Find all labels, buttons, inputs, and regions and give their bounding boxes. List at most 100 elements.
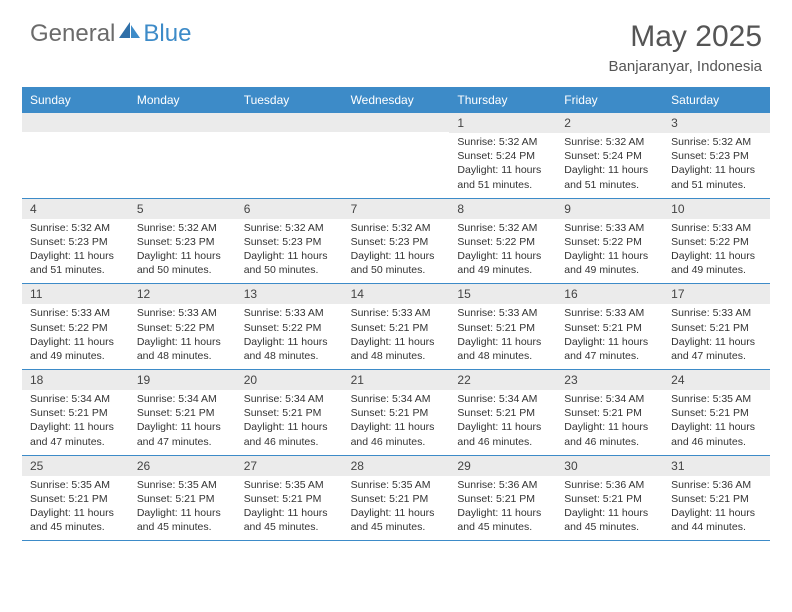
sunset-text: Sunset: 5:21 PM xyxy=(244,406,337,420)
sunset-text: Sunset: 5:21 PM xyxy=(137,492,230,506)
day-info: Sunrise: 5:33 AMSunset: 5:22 PMDaylight:… xyxy=(129,304,236,369)
sunset-text: Sunset: 5:21 PM xyxy=(457,492,550,506)
title-block: May 2025 Banjaranyar, Indonesia xyxy=(609,20,762,75)
day-number: 15 xyxy=(449,284,556,304)
daylight-text: Daylight: 11 hours and 46 minutes. xyxy=(564,420,657,448)
sunset-text: Sunset: 5:24 PM xyxy=(457,149,550,163)
sunrise-text: Sunrise: 5:32 AM xyxy=(244,221,337,235)
sunset-text: Sunset: 5:22 PM xyxy=(30,321,123,335)
sunrise-text: Sunrise: 5:34 AM xyxy=(351,392,444,406)
day-number: 14 xyxy=(343,284,450,304)
day-info: Sunrise: 5:32 AMSunset: 5:24 PMDaylight:… xyxy=(556,133,663,198)
day-info: Sunrise: 5:33 AMSunset: 5:22 PMDaylight:… xyxy=(236,304,343,369)
calendar-cell xyxy=(22,113,129,198)
sunset-text: Sunset: 5:21 PM xyxy=(671,492,764,506)
daylight-text: Daylight: 11 hours and 49 minutes. xyxy=(457,249,550,277)
calendar-cell: 24Sunrise: 5:35 AMSunset: 5:21 PMDayligh… xyxy=(663,370,770,455)
day-info: Sunrise: 5:33 AMSunset: 5:21 PMDaylight:… xyxy=(343,304,450,369)
sunrise-text: Sunrise: 5:33 AM xyxy=(671,306,764,320)
daylight-text: Daylight: 11 hours and 48 minutes. xyxy=(351,335,444,363)
sunrise-text: Sunrise: 5:33 AM xyxy=(564,221,657,235)
daylight-text: Daylight: 11 hours and 50 minutes. xyxy=(137,249,230,277)
sunrise-text: Sunrise: 5:36 AM xyxy=(564,478,657,492)
day-number: 3 xyxy=(663,113,770,133)
sunset-text: Sunset: 5:23 PM xyxy=(30,235,123,249)
day-info: Sunrise: 5:36 AMSunset: 5:21 PMDaylight:… xyxy=(663,476,770,541)
day-number: 4 xyxy=(22,199,129,219)
day-number xyxy=(22,113,129,132)
sunrise-text: Sunrise: 5:33 AM xyxy=(137,306,230,320)
day-number: 6 xyxy=(236,199,343,219)
sunrise-text: Sunrise: 5:34 AM xyxy=(137,392,230,406)
day-info: Sunrise: 5:33 AMSunset: 5:22 PMDaylight:… xyxy=(556,219,663,284)
day-info: Sunrise: 5:34 AMSunset: 5:21 PMDaylight:… xyxy=(236,390,343,455)
sunrise-text: Sunrise: 5:34 AM xyxy=(244,392,337,406)
brand-part2: Blue xyxy=(143,20,191,48)
sunset-text: Sunset: 5:21 PM xyxy=(457,321,550,335)
sunset-text: Sunset: 5:23 PM xyxy=(137,235,230,249)
sunrise-text: Sunrise: 5:33 AM xyxy=(457,306,550,320)
calendar-week: 25Sunrise: 5:35 AMSunset: 5:21 PMDayligh… xyxy=(22,456,770,542)
daylight-text: Daylight: 11 hours and 48 minutes. xyxy=(244,335,337,363)
calendar-cell: 26Sunrise: 5:35 AMSunset: 5:21 PMDayligh… xyxy=(129,456,236,541)
sunset-text: Sunset: 5:23 PM xyxy=(244,235,337,249)
daylight-text: Daylight: 11 hours and 48 minutes. xyxy=(457,335,550,363)
calendar-week: 18Sunrise: 5:34 AMSunset: 5:21 PMDayligh… xyxy=(22,370,770,456)
calendar-cell: 10Sunrise: 5:33 AMSunset: 5:22 PMDayligh… xyxy=(663,199,770,284)
day-number xyxy=(343,113,450,132)
sunrise-text: Sunrise: 5:33 AM xyxy=(671,221,764,235)
page-header: General Blue May 2025 Banjaranyar, Indon… xyxy=(0,0,792,87)
day-number: 30 xyxy=(556,456,663,476)
sunrise-text: Sunrise: 5:32 AM xyxy=(30,221,123,235)
day-number: 12 xyxy=(129,284,236,304)
sunrise-text: Sunrise: 5:32 AM xyxy=(457,221,550,235)
sunrise-text: Sunrise: 5:35 AM xyxy=(30,478,123,492)
sunrise-text: Sunrise: 5:33 AM xyxy=(351,306,444,320)
day-number: 13 xyxy=(236,284,343,304)
sunset-text: Sunset: 5:21 PM xyxy=(30,492,123,506)
day-number: 17 xyxy=(663,284,770,304)
day-number xyxy=(236,113,343,132)
day-info: Sunrise: 5:33 AMSunset: 5:21 PMDaylight:… xyxy=(556,304,663,369)
day-info: Sunrise: 5:33 AMSunset: 5:21 PMDaylight:… xyxy=(663,304,770,369)
day-info xyxy=(236,132,343,190)
day-info: Sunrise: 5:32 AMSunset: 5:23 PMDaylight:… xyxy=(343,219,450,284)
calendar-cell: 29Sunrise: 5:36 AMSunset: 5:21 PMDayligh… xyxy=(449,456,556,541)
day-number: 27 xyxy=(236,456,343,476)
calendar: SundayMondayTuesdayWednesdayThursdayFrid… xyxy=(22,87,770,541)
day-info: Sunrise: 5:36 AMSunset: 5:21 PMDaylight:… xyxy=(449,476,556,541)
calendar-cell: 25Sunrise: 5:35 AMSunset: 5:21 PMDayligh… xyxy=(22,456,129,541)
sunset-text: Sunset: 5:21 PM xyxy=(351,492,444,506)
sunset-text: Sunset: 5:23 PM xyxy=(671,149,764,163)
sunrise-text: Sunrise: 5:32 AM xyxy=(671,135,764,149)
day-number: 2 xyxy=(556,113,663,133)
calendar-cell: 21Sunrise: 5:34 AMSunset: 5:21 PMDayligh… xyxy=(343,370,450,455)
daylight-text: Daylight: 11 hours and 45 minutes. xyxy=(457,506,550,534)
day-number: 28 xyxy=(343,456,450,476)
calendar-cell: 30Sunrise: 5:36 AMSunset: 5:21 PMDayligh… xyxy=(556,456,663,541)
sunset-text: Sunset: 5:21 PM xyxy=(457,406,550,420)
day-number: 22 xyxy=(449,370,556,390)
sunset-text: Sunset: 5:22 PM xyxy=(457,235,550,249)
calendar-cell: 13Sunrise: 5:33 AMSunset: 5:22 PMDayligh… xyxy=(236,284,343,369)
day-info: Sunrise: 5:32 AMSunset: 5:24 PMDaylight:… xyxy=(449,133,556,198)
daylight-text: Daylight: 11 hours and 45 minutes. xyxy=(137,506,230,534)
day-number: 5 xyxy=(129,199,236,219)
daylight-text: Daylight: 11 hours and 51 minutes. xyxy=(30,249,123,277)
calendar-cell: 22Sunrise: 5:34 AMSunset: 5:21 PMDayligh… xyxy=(449,370,556,455)
daylight-text: Daylight: 11 hours and 50 minutes. xyxy=(244,249,337,277)
day-number: 18 xyxy=(22,370,129,390)
day-info: Sunrise: 5:32 AMSunset: 5:22 PMDaylight:… xyxy=(449,219,556,284)
calendar-cell: 11Sunrise: 5:33 AMSunset: 5:22 PMDayligh… xyxy=(22,284,129,369)
sunrise-text: Sunrise: 5:34 AM xyxy=(30,392,123,406)
day-info: Sunrise: 5:32 AMSunset: 5:23 PMDaylight:… xyxy=(22,219,129,284)
day-number: 21 xyxy=(343,370,450,390)
daylight-text: Daylight: 11 hours and 45 minutes. xyxy=(564,506,657,534)
brand-logo: General Blue xyxy=(30,20,191,48)
calendar-cell: 1Sunrise: 5:32 AMSunset: 5:24 PMDaylight… xyxy=(449,113,556,198)
day-info xyxy=(343,132,450,190)
daylight-text: Daylight: 11 hours and 45 minutes. xyxy=(30,506,123,534)
day-number: 19 xyxy=(129,370,236,390)
brand-part1: General xyxy=(30,20,115,48)
sunrise-text: Sunrise: 5:36 AM xyxy=(671,478,764,492)
